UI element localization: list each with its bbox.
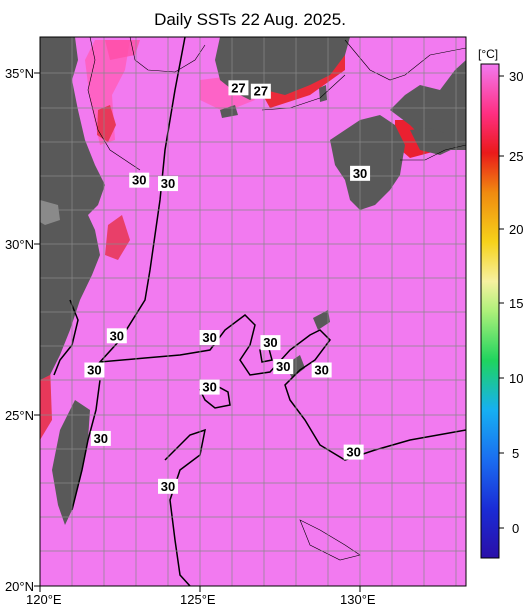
colorbar-tick-5: 5 <box>512 446 520 461</box>
land-amami <box>313 310 330 330</box>
contour-label: 30 <box>353 166 367 181</box>
lat-label-30n: 30°N <box>4 237 34 252</box>
contour-label-bg <box>350 165 371 181</box>
colorbar <box>480 63 500 559</box>
contour-label-bg <box>273 359 294 375</box>
contour-label: 30 <box>346 445 360 460</box>
lat-label-35n: 35°N <box>4 66 34 81</box>
colorbar-tick-10: 10 <box>509 371 524 386</box>
contour-label: 30 <box>94 431 108 446</box>
colorbar-ticks <box>499 75 504 529</box>
lat-label-20n: 20°N <box>4 579 34 594</box>
contour-label-bg <box>260 335 281 351</box>
contour-label-bg <box>228 80 249 96</box>
contour-label-bg <box>106 328 127 344</box>
warm-patch-north <box>105 40 140 60</box>
contour-label: 30 <box>276 359 290 374</box>
thin-contour-lines <box>87 37 466 561</box>
axis-ticks <box>34 72 361 592</box>
contour-label-bg <box>158 478 179 494</box>
cool-patch-yellow-sea <box>97 105 116 142</box>
colorbar-unit: [°C] <box>478 47 499 61</box>
colorbar-tick-0: 0 <box>512 521 520 536</box>
land-china <box>40 37 105 380</box>
land-kyushu <box>330 115 405 210</box>
contour-label-bg <box>250 83 271 99</box>
land-taiwan <box>52 400 90 525</box>
contour-label-bg <box>199 379 220 395</box>
cool-patch-taiwan-strait <box>40 365 52 440</box>
contour-label: 30 <box>202 330 216 345</box>
contour-label-bg <box>343 444 364 460</box>
contour-label: 30 <box>132 173 146 188</box>
lat-label-25n: 25°N <box>4 408 34 423</box>
cool-patch-zhoushan <box>105 215 130 260</box>
land-honshu <box>390 60 466 150</box>
contour-label-bg <box>158 176 179 192</box>
contour-label: 27 <box>254 84 268 99</box>
contour-label: 30 <box>161 176 175 191</box>
land-yangtze-mouth <box>40 200 60 225</box>
contour-label: 30 <box>314 363 328 378</box>
colorbar-tick-30: 30 <box>509 69 524 84</box>
contour-label-bg <box>129 172 150 188</box>
colorbar-tick-20: 20 <box>509 222 524 237</box>
contour-label-bg <box>311 362 332 378</box>
contour-label-bg <box>90 430 111 446</box>
contour-label-bg <box>199 330 220 346</box>
colorbar-tick-25: 25 <box>509 149 524 164</box>
contour-label: 30 <box>202 380 216 395</box>
colorbar-tick-15: 15 <box>509 296 524 311</box>
contour-label: 27 <box>231 80 245 95</box>
land-korea <box>215 37 350 100</box>
contour-label: 30 <box>161 479 175 494</box>
graticule <box>40 37 466 586</box>
land-shikoku <box>410 128 455 155</box>
lon-label-130e: 130°E <box>340 592 376 607</box>
contour-label: 30 <box>110 328 124 343</box>
warm-patch-yellow-sea <box>85 40 130 145</box>
contour-label-bg <box>84 362 105 378</box>
map-title: Daily SSTs 22 Aug. 2025. <box>154 10 346 29</box>
contour-label: 30 <box>263 335 277 350</box>
contour-labels: 27 27 30 30 30 30 30 30 30 30 30 30 30 30 30 <box>84 80 371 494</box>
contour-label: 30 <box>87 363 101 378</box>
land-tsushima <box>319 85 327 102</box>
lon-label-125e: 125°E <box>180 592 216 607</box>
map-frame <box>39 36 467 587</box>
lon-label-120e: 120°E <box>26 592 62 607</box>
